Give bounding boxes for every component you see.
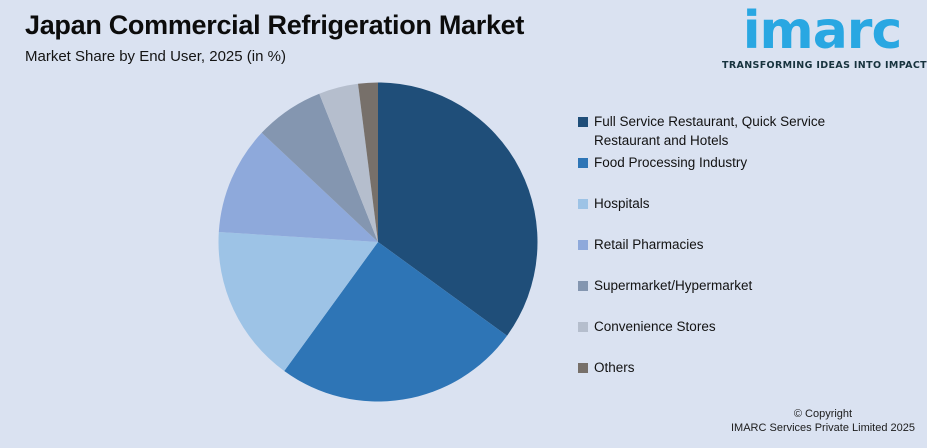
pie-chart	[218, 82, 538, 402]
imarc-logo: imarc TRANSFORMING IDEAS INTO IMPACT	[722, 1, 927, 71]
legend-swatch-icon	[578, 158, 588, 168]
pie-slice-0	[378, 82, 538, 336]
pie-slice-2	[218, 231, 378, 372]
legend-swatch-icon	[578, 199, 588, 209]
legend-label: Convenience Stores	[594, 319, 716, 334]
copyright-line-2: IMARC Services Private Limited 2025	[730, 422, 915, 434]
legend-label: Others	[594, 360, 635, 375]
legend-item-5: Convenience Stores	[578, 317, 868, 358]
legend-label: Supermarket/Hypermarket	[594, 278, 753, 293]
legend-item-0: Full Service Restaurant, Quick Service R…	[578, 112, 868, 153]
copyright: © Copyright IMARC Services Private Limit…	[731, 407, 915, 435]
chart-legend: Full Service Restaurant, Quick Service R…	[578, 112, 868, 399]
legend-item-6: Others	[578, 358, 868, 399]
page-title: Japan Commercial Refrigeration Market	[25, 10, 525, 40]
copyright-line-1: © Copyright	[793, 408, 853, 420]
legend-swatch-icon	[578, 240, 588, 250]
pie-slice-5	[319, 83, 378, 242]
legend-swatch-icon	[578, 363, 588, 373]
imarc-logo-tagline: TRANSFORMING IDEAS INTO IMPACT	[722, 59, 927, 71]
legend-item-1: Food Processing Industry	[578, 153, 868, 194]
pie-slice-3	[218, 132, 378, 242]
legend-swatch-icon	[578, 281, 588, 291]
legend-label: Retail Pharmacies	[594, 237, 704, 252]
legend-swatch-icon	[578, 322, 588, 332]
pie-slice-6	[358, 82, 378, 242]
legend-item-3: Retail Pharmacies	[578, 235, 868, 276]
imarc-logo-wordmark: imarc	[742, 1, 903, 61]
legend-item-4: Supermarket/Hypermarket	[578, 276, 868, 317]
legend-label: Food Processing Industry	[594, 155, 748, 170]
header: Japan Commercial Refrigeration Market Ma…	[25, 10, 524, 65]
pie-slice-4	[261, 93, 378, 242]
legend-label: Full Service Restaurant, Quick Service R…	[594, 114, 826, 148]
legend-label: Hospitals	[594, 196, 650, 211]
page-subtitle: Market Share by End User, 2025 (in %)	[25, 48, 286, 66]
pie-slice-1	[284, 242, 508, 402]
legend-item-2: Hospitals	[578, 194, 868, 235]
legend-swatch-icon	[578, 117, 588, 127]
